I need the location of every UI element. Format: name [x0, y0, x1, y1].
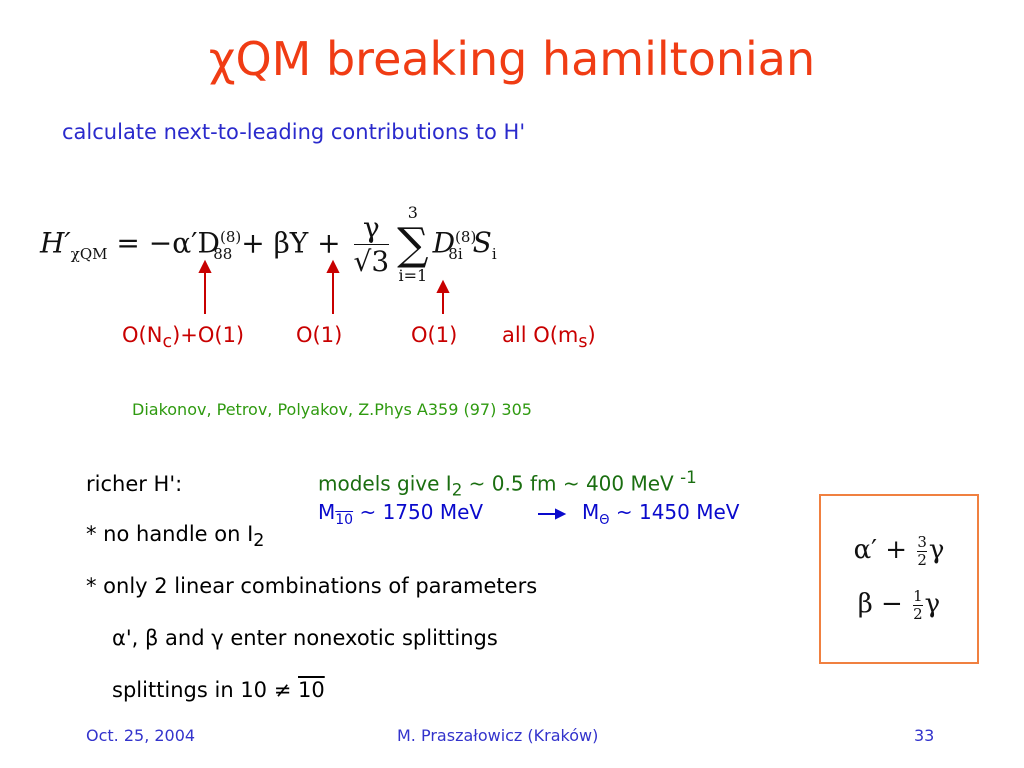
formula-part: i — [491, 244, 497, 263]
formula: H′χQM = −α′D(8)88 + βY + γ √3 3 ∑ i=1 D(8)8i S… — [40, 203, 497, 285]
formula-part: D — [432, 226, 456, 260]
formula-part: ∑ — [397, 218, 429, 270]
text: * no handle on I — [86, 522, 254, 546]
text: 2 — [253, 531, 265, 552]
arrowhead — [326, 259, 340, 273]
text: α', β and γ enter nonexotic splittings — [112, 626, 498, 650]
arrowhead — [436, 279, 450, 293]
text: 2 — [917, 550, 927, 569]
formula-part: √3 — [353, 245, 390, 279]
list-item: * only 2 linear combinations of paramete… — [86, 574, 537, 598]
footer-author: M. Praszałowicz (Kraków) — [397, 726, 599, 745]
text: )+O(1) — [172, 323, 245, 347]
text: β − — [857, 589, 912, 619]
text: all O(m — [502, 323, 579, 347]
list-item: richer H': — [86, 472, 182, 496]
arrowhead — [198, 259, 212, 273]
text: 10 — [298, 678, 325, 702]
formula-part: γ — [353, 211, 390, 246]
formula-part: H′ — [40, 226, 71, 260]
text: α′ + — [853, 535, 916, 565]
fraction: γ √3 — [353, 211, 390, 279]
text: 10 — [335, 512, 354, 528]
model-line: MΘ ~ 1450 MeV — [582, 500, 739, 528]
text: ) — [587, 323, 596, 347]
text: γ — [924, 589, 941, 619]
text: O(1) — [296, 323, 343, 347]
reference: Diakonov, Petrov, Polyakov, Z.Phys A359 … — [132, 400, 532, 419]
text: splittings in 10 ≠ — [112, 678, 298, 702]
formula-part: 3 — [407, 203, 418, 222]
formula-part: S — [472, 226, 492, 260]
text: 1 — [913, 587, 923, 606]
title: χQM breaking hamiltonian — [208, 32, 816, 86]
text: s — [578, 332, 588, 353]
formula-part: i=1 — [398, 265, 428, 285]
text: O(1) — [411, 323, 458, 347]
text: models give I — [318, 471, 452, 496]
formula-part: 88 — [213, 244, 233, 263]
formula-part: χQM — [70, 244, 108, 263]
text: * only 2 linear combinations of paramete… — [86, 574, 538, 598]
text: Θ — [599, 513, 610, 528]
formula-part: = −α′D — [107, 226, 220, 260]
order-label: O(1) — [296, 323, 342, 347]
text: M — [318, 500, 336, 524]
text: γ — [928, 535, 945, 565]
order-label: all O(ms) — [502, 323, 596, 352]
order-label: O(1) — [411, 323, 457, 347]
list-item: * no handle on I2 — [86, 522, 264, 551]
formula-part: (8) — [219, 228, 242, 247]
text: ~ 1450 MeV — [609, 500, 740, 524]
model-line: models give I2 ~ 0.5 fm ~ 400 MeV -1 — [318, 468, 697, 500]
formula-part: (8) — [455, 228, 477, 247]
text: ~ 1750 MeV — [353, 500, 484, 524]
text: O(N — [122, 323, 163, 347]
text: M — [582, 500, 600, 524]
subtitle: calculate next-to-leading contributions … — [62, 120, 526, 144]
list-item: splittings in 10 ≠ 10 — [112, 678, 325, 702]
formula-part: + βY + — [232, 226, 350, 260]
text: 3 — [917, 533, 927, 552]
text: 2 — [913, 604, 923, 623]
text: 2 — [451, 480, 463, 500]
footer-date: Oct. 25, 2004 — [86, 726, 196, 745]
list-item: α', β and γ enter nonexotic splittings — [112, 626, 498, 650]
text: richer H': — [86, 472, 183, 496]
formula-part: 8i — [448, 244, 463, 263]
text: -1 — [680, 468, 697, 487]
footer-page: 33 — [914, 726, 935, 745]
order-label: O(Nc)+O(1) — [122, 323, 244, 352]
sum: 3 ∑ i=1 — [397, 203, 429, 285]
arrowhead — [555, 508, 567, 520]
model-line: M10 ~ 1750 MeV — [318, 500, 483, 528]
text: c — [162, 332, 173, 353]
text: ~ 0.5 fm ~ 400 MeV — [462, 471, 681, 496]
